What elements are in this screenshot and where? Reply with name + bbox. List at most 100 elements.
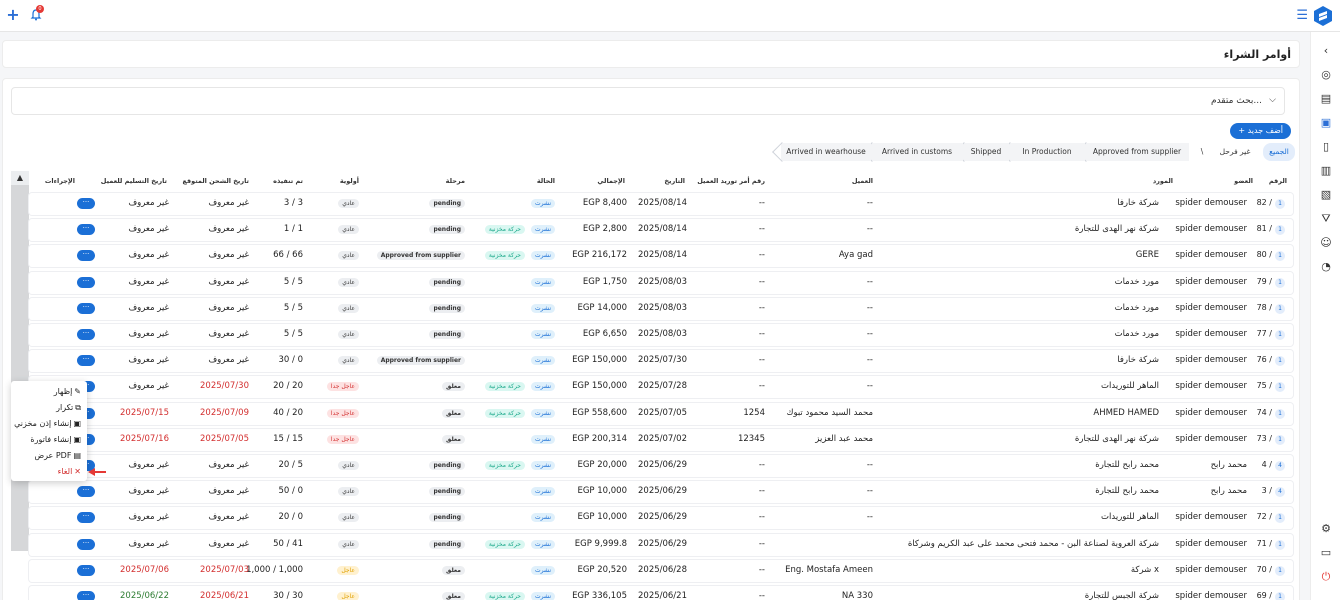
receipt-icon[interactable]: ▧ [1320, 188, 1332, 201]
supplier-name: GERE [1135, 250, 1159, 261]
chart-icon[interactable]: ◔ [1321, 260, 1331, 273]
badge-icon[interactable]: ◎ [1321, 68, 1331, 81]
col-executed: تم تنفيذه [273, 177, 303, 185]
client-delivery-date: غير معروف [128, 250, 169, 261]
warehouse-icon: ▣ [73, 419, 81, 428]
invoice-icon[interactable]: ▥ [1320, 164, 1332, 177]
menu-item-pdf[interactable]: عرض PDF ▤ [34, 451, 81, 460]
order-index-badge: 1 [1275, 382, 1285, 393]
chevron-down-icon[interactable]: ⌵ [1269, 95, 1276, 105]
table-row[interactable]: 80 /1 spider demouser GERE Aya gad -- 2025/08… [29, 245, 1293, 268]
menu-item-copy[interactable]: تكرار ⧉ [56, 403, 81, 413]
row-actions-button[interactable]: ··· [77, 512, 95, 524]
row-actions-button[interactable]: ··· [77, 591, 95, 600]
menu-item-invoice[interactable]: إنشاء فاتورة ▣ [30, 435, 81, 444]
users-icon[interactable]: ☺ [1320, 236, 1332, 249]
table-row[interactable]: 71 /1 spider demouser شركة العروبة لصناعة … [29, 533, 1293, 556]
table-row[interactable]: 73 /1 spider demouser شركة نهر الهدى للتجا… [29, 428, 1293, 451]
order-number[interactable]: 78 /1 [1257, 303, 1285, 314]
priority-badge: عاجل جدا [326, 408, 359, 418]
order-number[interactable]: 69 /1 [1257, 591, 1285, 600]
table-row[interactable]: 76 /1 spider demouser شركة خارفا -- -- 2025/0… [29, 350, 1293, 373]
expected-ship-date: 2025/07/05 [200, 433, 249, 444]
order-number[interactable]: 82 /1 [1257, 198, 1285, 209]
document-icon[interactable]: ▯ [1322, 140, 1330, 153]
table-row[interactable]: 3 /4 محمد رابح محمد رابح للتجارة -- -- 2025/0… [29, 481, 1293, 504]
row-actions-button[interactable]: ··· [77, 224, 95, 236]
tab-in-production[interactable]: In Production [1009, 143, 1085, 161]
tab-all[interactable]: الجميع [1263, 143, 1295, 161]
advanced-search[interactable]: بحث متقدم... ⌵ [11, 87, 1285, 115]
executed-count: 20 / 5 [278, 460, 304, 470]
row-actions-button[interactable]: ··· [77, 564, 95, 576]
priority-badge: عادي [338, 487, 359, 497]
table-row[interactable]: 75 /1 spider demouser الماهر للتوريدات -- --… [29, 376, 1293, 399]
row-actions-button[interactable]: ··· [77, 198, 95, 209]
row-actions-button[interactable]: ··· [77, 538, 95, 550]
row-actions-button[interactable]: ··· [77, 276, 95, 288]
stage-badge: pending [429, 225, 465, 235]
status-badge: نشرت [531, 592, 555, 600]
menu-item-close[interactable]: الغاء ✕ [58, 467, 81, 476]
chevron-left-icon[interactable]: ‹ [1323, 44, 1329, 57]
cart-icon[interactable]: ⛛ [1321, 212, 1331, 225]
plus-icon[interactable]: + [6, 5, 20, 24]
table-row[interactable]: 82 /1 spider demouser شركة خارفا -- -- 2025/0… [29, 193, 1293, 215]
order-number-text: 76 / [1256, 355, 1272, 365]
row-actions-button[interactable]: ··· [77, 329, 95, 340]
tab-shipped[interactable]: Shipped [963, 143, 1009, 161]
menu-item-warehouse[interactable]: إنشاء إذن مخزني ▣ [14, 419, 81, 428]
order-number[interactable]: 75 /1 [1257, 381, 1285, 393]
order-number[interactable]: 77 /1 [1257, 329, 1285, 340]
settings-icon[interactable]: ⚙ [1321, 522, 1331, 535]
menu-item-pencil[interactable]: إظهار ✎ [54, 387, 81, 396]
order-number[interactable]: 81 /1 [1257, 224, 1285, 236]
tab-approved-from-supplier[interactable]: Approved from supplier [1085, 143, 1189, 161]
order-number[interactable]: 79 /1 [1257, 277, 1285, 288]
row-actions-button[interactable]: ··· [77, 302, 95, 314]
order-number[interactable]: 70 /1 [1257, 565, 1285, 576]
scroll-up-icon[interactable]: ▲ [11, 171, 29, 185]
table-row[interactable]: 74 /1 spider demouser AHMED HAMED محمد السي… [29, 402, 1293, 425]
add-new-button[interactable]: + أضف جديد [1230, 123, 1291, 139]
table-row[interactable]: 69 /1 spider demouser شركة الجبس للتجارة NA… [29, 586, 1293, 600]
tab-unshipped[interactable]: غير فرحل [1219, 147, 1251, 156]
order-index-badge: 1 [1275, 592, 1285, 600]
table-row[interactable]: 81 /1 spider demouser شركة نهر الهدى للتجا… [29, 219, 1293, 242]
executed-count: 66 / 66 [273, 250, 303, 261]
order-total: EGP 558,600 [572, 407, 627, 418]
store-icon[interactable]: ▤ [1320, 92, 1332, 105]
row-actions-button[interactable]: ··· [77, 486, 95, 498]
order-number[interactable]: 72 /1 [1257, 512, 1285, 524]
orders-icon[interactable]: ▣ [1320, 116, 1332, 129]
table-row[interactable]: 72 /1 spider demouser الماهر للتوريدات -- --… [29, 507, 1293, 530]
order-number[interactable]: 74 /1 [1257, 408, 1285, 419]
expected-ship-date: 2025/06/21 [200, 591, 249, 600]
col-supply-order: رقم أمر توريد العميل [697, 177, 765, 185]
order-number[interactable]: 71 /1 [1257, 539, 1285, 550]
logo-icon[interactable] [1314, 6, 1332, 26]
row-actions-button[interactable]: ··· [77, 355, 95, 367]
table-row[interactable]: 78 /1 spider demouser مورد خدمات -- -- 2025/0… [29, 297, 1293, 320]
table-row[interactable]: 4 /4 محمد رابح محمد رابح للتجارة -- -- 2025/0… [29, 455, 1293, 477]
order-number[interactable]: 4 /4 [1262, 460, 1285, 471]
table-row[interactable]: 79 /1 spider demouser مورد خدمات -- -- 2025/0… [29, 271, 1293, 294]
order-number[interactable]: 73 /1 [1257, 434, 1285, 445]
client-name: -- [866, 329, 873, 339]
screen-icon[interactable]: ▭ [1320, 546, 1332, 559]
client-delivery-date: غير معروف [128, 355, 169, 366]
tab-arrived-in-wearhouse[interactable]: Arrived in wearhouse [781, 143, 871, 161]
row-actions-button[interactable]: ··· [77, 250, 95, 262]
order-number[interactable]: 80 /1 [1257, 250, 1285, 262]
table-row[interactable]: 77 /1 spider demouser مورد خدمات -- -- 2025/0… [29, 324, 1293, 346]
tab-arrived-in-customs[interactable]: Arrived in customs [871, 143, 963, 161]
supply-order-number: -- [758, 276, 765, 287]
table-row[interactable]: 70 /1 spider demouser شركة x Eng. Mostafa A… [29, 559, 1293, 582]
order-number[interactable]: 3 /4 [1262, 486, 1285, 498]
scrollbar[interactable] [11, 171, 29, 551]
order-number[interactable]: 76 /1 [1256, 355, 1285, 367]
menu-item-label: إنشاء إذن مخزني [14, 419, 72, 428]
power-icon[interactable]: ⏻ [1321, 570, 1331, 583]
menu-icon[interactable]: ☰ [1296, 8, 1308, 23]
supply-order-number: -- [758, 302, 765, 313]
